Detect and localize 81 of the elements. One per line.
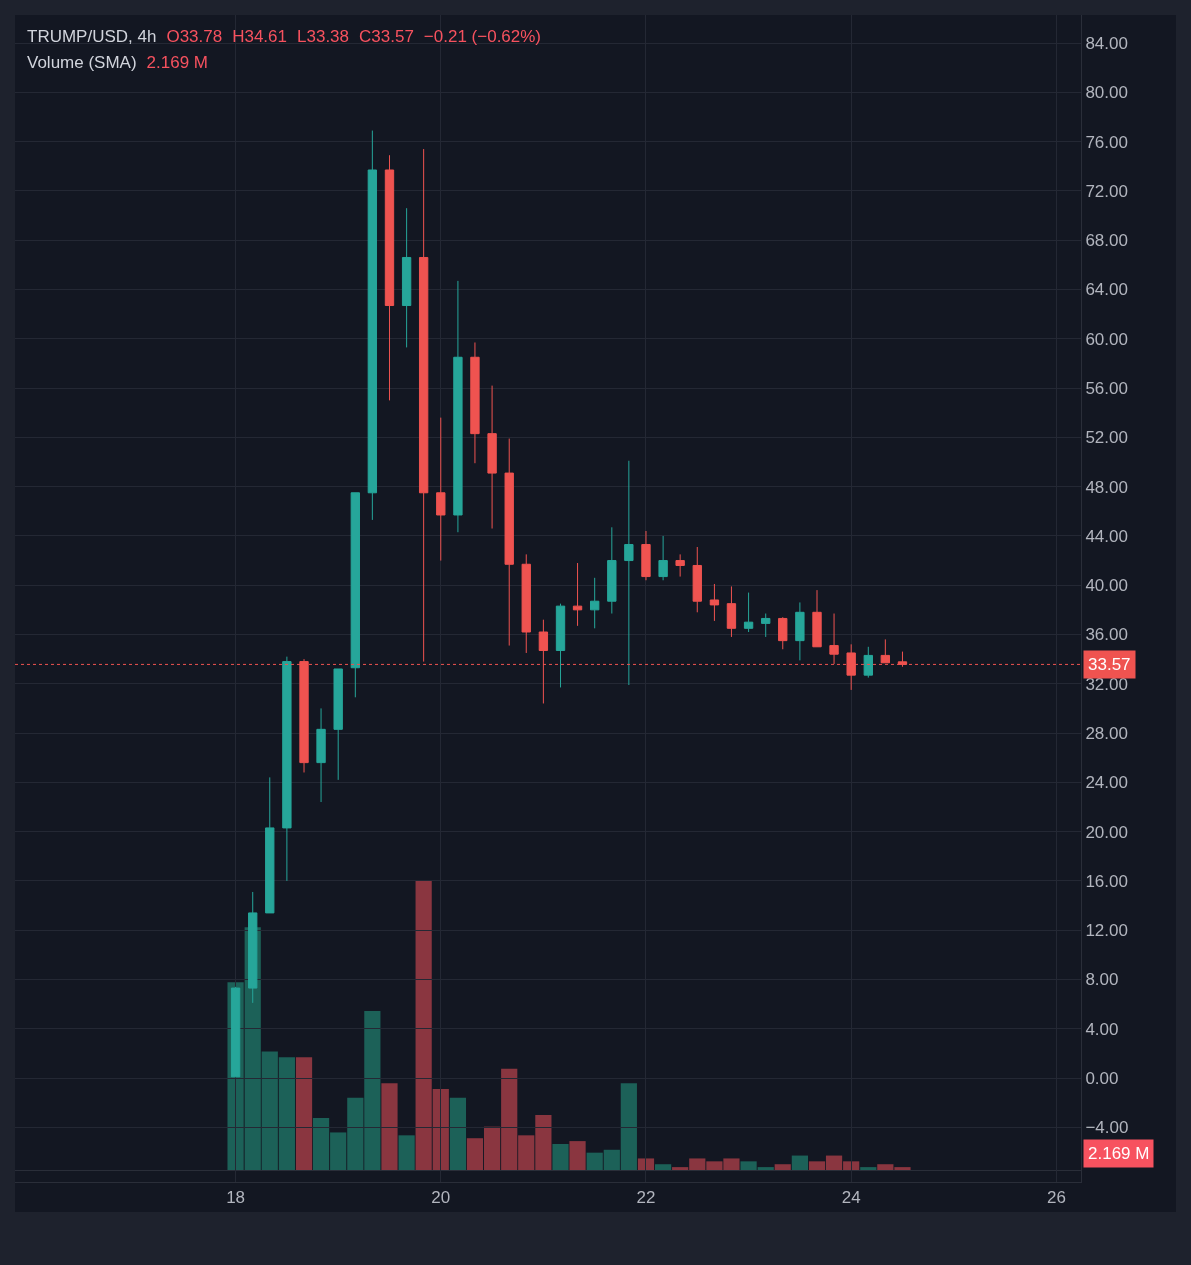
annotation: 2.169 M	[146, 53, 209, 72]
y-tick-label: 32.00	[1085, 674, 1128, 694]
ref-line-label: 33.57	[1088, 655, 1131, 674]
x-tick-label: 26	[1046, 1188, 1066, 1208]
candlestick	[761, 613, 771, 638]
y-tick-label: 56.00	[1085, 379, 1128, 399]
candlestick	[590, 577, 600, 629]
candlestick	[401, 207, 412, 348]
bar	[860, 1167, 877, 1170]
candlestick	[863, 646, 873, 679]
bar	[552, 1143, 569, 1170]
annotation: O33.78	[166, 27, 223, 46]
candlestick	[778, 616, 788, 650]
annotation: H34.61	[232, 27, 288, 46]
y-tick-label: 36.00	[1085, 625, 1128, 645]
y-tick-label: 72.00	[1085, 181, 1128, 201]
bar	[774, 1164, 791, 1170]
candlestick	[658, 535, 668, 581]
candlestick	[418, 148, 429, 663]
bar	[791, 1155, 808, 1170]
bar	[398, 1135, 415, 1170]
y-tick-label: 84.00	[1085, 34, 1128, 54]
candlestick	[709, 583, 720, 622]
text: TRUMP/USD, 4h	[27, 27, 157, 46]
bar	[637, 1158, 655, 1170]
candlestick	[692, 546, 702, 613]
y-tick-label: 4.00	[1085, 1019, 1119, 1039]
y-tick-label: 16.00	[1085, 871, 1128, 891]
candlestick	[572, 562, 583, 627]
bar	[295, 1057, 313, 1170]
candlestick	[384, 154, 395, 401]
candlestick	[350, 492, 360, 698]
y-tick-label: 68.00	[1085, 231, 1128, 251]
candlestick	[453, 280, 463, 533]
candlestick	[812, 589, 822, 648]
y-tick-label: 12.00	[1085, 921, 1128, 941]
candlestick	[470, 341, 480, 464]
x-tick-label: 24	[841, 1188, 861, 1208]
candlestick	[333, 668, 343, 781]
y-tick-label: 60.00	[1085, 329, 1128, 349]
x-tick-label: 22	[636, 1188, 656, 1208]
candlestick	[607, 526, 617, 615]
y-tick-label: 52.00	[1085, 428, 1128, 448]
y-tick-label: 24.00	[1085, 773, 1128, 793]
candlestick	[743, 592, 754, 633]
y-tick-label: 44.00	[1085, 526, 1128, 546]
candlestick	[795, 601, 805, 661]
annotation: C33.57	[359, 27, 414, 46]
annotation: −0.21 (−0.62%)	[423, 27, 542, 46]
bar	[381, 1083, 398, 1170]
candlestick	[641, 530, 651, 581]
text: 2.169 M	[1088, 1144, 1150, 1163]
y-tick-label: 8.00	[1085, 970, 1119, 990]
bar	[449, 1097, 467, 1170]
candlestick	[675, 553, 685, 578]
y-tick-label: 76.00	[1085, 132, 1128, 152]
y-tick-label: −4.00	[1085, 1118, 1129, 1138]
candlestick	[624, 460, 634, 686]
y-tick-label: 48.00	[1085, 477, 1128, 497]
x-tick-label: 18	[226, 1188, 246, 1208]
candlestick	[726, 585, 737, 638]
bar	[655, 1164, 672, 1170]
y-tick-label: 80.00	[1085, 83, 1128, 103]
candlestick	[265, 776, 275, 914]
bar	[569, 1141, 586, 1170]
y-tick-label: 28.00	[1085, 723, 1128, 743]
candlestick	[436, 417, 446, 562]
annotation: L33.38	[297, 27, 350, 46]
x-tick-label: 20	[431, 1188, 451, 1208]
y-tick-label: 64.00	[1085, 280, 1128, 300]
candlestick	[282, 656, 292, 882]
candlestick	[555, 603, 566, 688]
y-tick-label: 0.00	[1085, 1068, 1119, 1088]
candlestick	[521, 553, 531, 654]
y-tick-label: 20.00	[1085, 822, 1128, 842]
candlestick	[487, 385, 497, 530]
chart-title: Volume (SMA)	[27, 53, 137, 72]
candlestick	[504, 438, 514, 647]
y-tick-label: 40.00	[1085, 576, 1128, 596]
candlestick	[316, 707, 326, 803]
candlestick	[367, 130, 378, 521]
